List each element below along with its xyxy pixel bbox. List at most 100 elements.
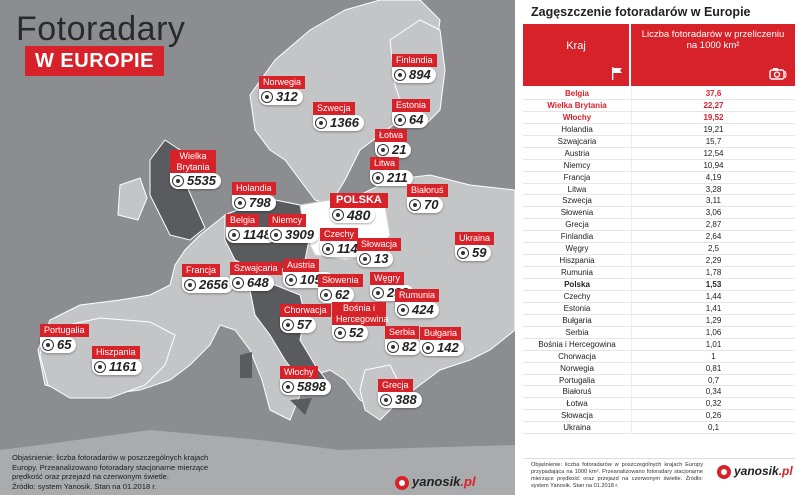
marker-label: Belgia [226,214,260,227]
camera-icon [394,114,406,126]
marker-value: 798 [249,195,271,210]
marker-value: 2656 [199,277,228,292]
marker-value: 211 [387,170,408,185]
camera-icon [184,279,196,291]
marker-slowenia: Słowenia 62 [318,270,363,303]
marker-label: Słowacja [357,238,402,251]
table-row: Włochy 19,52 [523,111,795,124]
marker-label: Białoruś [407,184,448,197]
camera-icon [372,172,384,184]
row-country: Czechy [563,291,591,301]
row-value: 12,54 [631,147,795,159]
row-country: Węgry [565,244,589,254]
row-value: 0,34 [631,386,795,398]
table-row: Belgia 37,6 [523,88,795,100]
marker-serbia: Serbia 82 [385,322,422,355]
marker-label: POLSKA [330,193,388,208]
marker-bulgaria: Bułgaria 142 [420,323,464,356]
marker-bialorus: Białoruś 70 [407,180,448,213]
table-body: Belgia 37,6 Wielka Brytania 22,27 Włochy 19,5… [523,88,795,435]
row-value: 2,5 [631,243,795,255]
row-value: 1 [631,350,795,362]
table-row: Czechy 1,44 [523,290,795,303]
logo-sign-icon [717,464,731,479]
camera-icon [359,253,371,265]
camera-icon [380,394,392,406]
row-value: 19,52 [631,111,795,123]
marker-label: Austria [283,259,320,272]
table-row: Serbia 1,06 [523,326,795,339]
marker-hiszpania: Hiszpania 1161 [92,342,142,375]
row-country: Hiszpania [559,256,595,266]
camera-icon [282,381,294,393]
brand-name: yanosik [412,474,461,489]
marker-label: Chorwacja [280,304,331,317]
marker-portugalia: Portugalia 65 [40,320,89,353]
marker-value: 64 [409,112,424,127]
marker-ukraina: Ukraina 59 [455,228,495,261]
marker-label: Niemcy [268,214,307,227]
marker-value: 1148 [243,227,271,242]
row-value: 1,06 [631,326,795,338]
row-value: 1,01 [631,338,795,350]
table-row: Portugalia 0,7 [523,374,795,387]
marker-value: 13 [374,251,389,266]
camera-icon [394,69,406,81]
row-country: Francja [563,172,591,182]
marker-label: Litwa [370,157,400,170]
brand-logo: yanosik.pl [395,474,476,490]
header-country-label: Kraj [566,40,586,52]
table-row: Niemcy 10,94 [523,159,795,172]
camera-icon [282,319,294,331]
marker-label: Słowenia [318,274,363,287]
marker-bosnia: Bośnia i Hercegowina 52 [332,302,389,341]
table-row: Norwegia 0,81 [523,362,795,375]
table-row: Białoruś 0,34 [523,386,795,399]
marker-value: 62 [335,287,350,302]
row-country: Grecja [565,220,589,230]
camera-icon [172,175,184,187]
row-value: 2,29 [631,255,795,267]
marker-label: Łotwa [375,129,408,142]
row-value: 22,27 [631,99,795,111]
row-value: 2,64 [631,231,795,243]
row-country: Ukraina [563,423,591,433]
row-country: Holandia [561,124,593,134]
map-note-line: Źródło: system Yanosik. Stan na 01.2018 … [12,481,157,491]
row-country: Łotwa [566,399,588,409]
marker-value: 114 [337,241,358,256]
row-value: 37,6 [631,88,795,99]
row-country: Rumunia [560,268,593,278]
marker-lotwa: Łotwa 21 [375,125,412,158]
divider [523,458,795,459]
marker-chorwacja: Chorwacja 57 [280,300,331,333]
marker-value: 59 [472,245,487,260]
marker-value: 82 [402,339,417,354]
marker-value: 1366 [330,115,359,130]
row-country: Białoruś [562,387,592,397]
camera-icon [422,342,434,354]
marker-szwecja: Szwecja 1366 [313,98,364,131]
marker-finlandia: Finlandia 894 [392,50,437,83]
table-row: Litwa 3,28 [523,183,795,196]
camera-icon [457,247,469,259]
marker-label: Czechy [320,228,359,241]
row-value: 0,26 [631,410,795,422]
row-value: 19,21 [631,123,795,135]
marker-belgia: Belgia 1148 [226,210,276,243]
marker-value: 1161 [109,359,137,374]
map-title: Fotoradary [16,10,186,48]
table-row: Ukraina 0,1 [523,422,795,435]
marker-label: Rumunia [395,289,440,302]
map-note-line: Objaśnienie: liczba fotoradarów w poszcz… [12,453,209,462]
map-subtitle: W EUROPIE [25,46,164,76]
marker-value: 480 [347,207,371,223]
table-row: Hiszpania 2,29 [523,255,795,268]
marker-value: 3909 [285,227,314,242]
table-row: Węgry 2,5 [523,243,795,256]
camera-icon [315,117,327,129]
marker-value: 142 [437,340,459,355]
marker-value: 70 [424,197,439,212]
row-country: Norwegia [560,363,594,373]
row-value: 3,11 [631,195,795,207]
